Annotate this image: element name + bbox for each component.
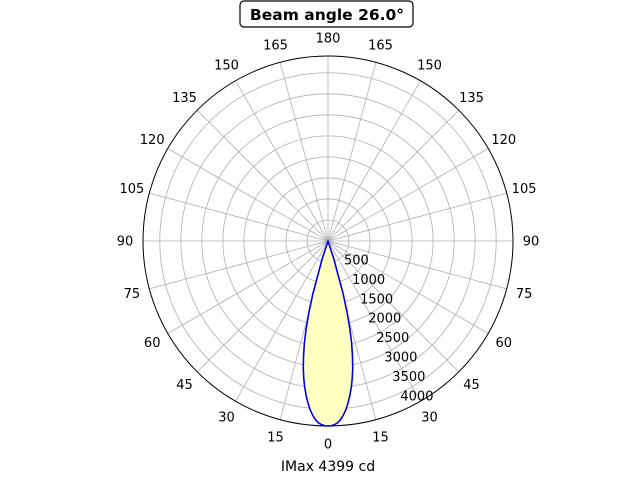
x-axis-label: IMax 4399 cd [281,459,375,475]
radial-tick-label: 500 [344,253,369,268]
angular-gridline [327,240,460,373]
angle-tick-label: 15 [267,431,284,446]
radial-tick-label: 3000 [384,351,417,366]
angle-tick-label: 120 [140,133,165,148]
radial-tick-label: 2500 [376,331,409,346]
angle-tick-label: 150 [417,59,442,74]
angular-gridline [327,62,377,242]
beam-intensity-line [302,240,354,427]
title-frame [239,0,414,28]
angular-gridline [149,192,329,242]
angular-gridline [327,192,507,242]
angular-gridline [235,80,329,242]
angle-tick-label: 60 [496,336,513,351]
angle-tick-label: 75 [124,287,141,302]
angular-gridline [279,62,329,242]
angle-tick-label: 150 [214,59,239,74]
radial-tick-label: 1500 [360,292,393,307]
angle-tick-labels: 0 15 30 45 60 75 90 105 120 135 150 165 180 165 150 135… [117,32,540,453]
angle-tick-label: 135 [459,91,484,106]
radial-tick-label: 1000 [352,273,385,288]
angular-gridline [149,240,329,290]
angle-tick-label: 30 [421,410,438,425]
angular-gridline [327,148,489,242]
angular-gridline [327,109,460,242]
data-layer [302,240,354,427]
angle-tick-label: 90 [117,235,134,250]
angular-gridline [167,240,329,334]
angle-tick-label: 45 [463,378,480,393]
angular-gridline [327,240,489,334]
angle-tick-label: 15 [372,431,389,446]
angular-gridline [196,240,329,373]
angular-gridline [235,240,329,402]
angle-tick-label: 30 [218,410,235,425]
angular-gridline [327,240,421,402]
angle-tick-label: 165 [263,38,288,53]
angle-tick-label: 75 [516,287,533,302]
angle-tick-label: 120 [491,133,516,148]
radial-tick-labels: 500 1000 1500 2000 2500 3000 3500 4000 [344,253,433,404]
angle-tick-label: 135 [172,91,197,106]
radial-tick-label: 2000 [368,312,401,327]
angle-tick-label: 105 [512,182,537,197]
angular-gridline [167,148,329,242]
angle-tick-label: 60 [144,336,161,351]
angle-tick-label: 0 [324,438,332,453]
angle-tick-label: 165 [368,38,393,53]
beam-fill-area [303,241,353,426]
angle-tick-label: 180 [316,32,341,47]
radial-tick-label: 4000 [400,389,433,404]
angle-tick-label: 90 [523,235,540,250]
title-box: Beam angle 26.0° [239,0,414,28]
angle-tick-label: 45 [176,378,193,393]
angular-gridline [327,240,507,290]
chart-title: Beam angle 26.0° [250,6,404,24]
radial-tick-label: 3500 [392,370,425,385]
angle-tick-label: 105 [119,182,144,197]
angular-gridline [327,80,421,242]
angular-gridline [196,109,329,242]
